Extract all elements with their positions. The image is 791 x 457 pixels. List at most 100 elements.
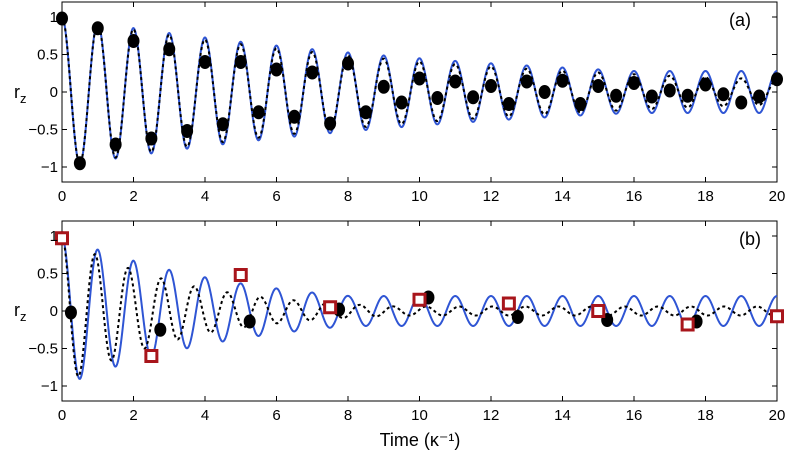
panel-b-square-marker: [233, 268, 248, 282]
panel-b-dot-marker: [511, 310, 524, 324]
panel-b-xtick-label: 6: [272, 407, 280, 424]
panel-a-xtick-label: 14: [554, 188, 571, 205]
panel-a-dot-marker: [359, 105, 372, 120]
panel-b-xtick-label: 20: [769, 407, 786, 424]
panel-a-dot-marker: [181, 124, 194, 138]
panel-a-label: (a): [729, 10, 751, 30]
panel-a-dot-marker: [109, 137, 122, 152]
panel-a-dot-marker: [413, 71, 426, 86]
panel-b-square-marker: [680, 317, 695, 332]
panel-a-dot-marker: [288, 109, 301, 124]
panel-a-dot-marker: [252, 105, 265, 120]
panel-a-dot-marker: [735, 95, 748, 110]
panel-b-xtick-label: 12: [483, 407, 500, 424]
panel-b-xtick-label: 2: [129, 407, 137, 424]
panel-a-dot-marker: [216, 117, 229, 132]
panel-b-xtick-label: 16: [626, 407, 643, 424]
panel-a-dot-marker: [449, 74, 462, 89]
panel-a-dot-marker: [663, 83, 676, 98]
panel-a-dot-marker: [234, 55, 247, 69]
panel-b-square-marker: [144, 349, 159, 363]
panel-a-xtick-label: 18: [697, 188, 714, 205]
panel-b-ytick-label: −1: [41, 378, 58, 395]
panel-a-dot-marker: [574, 97, 587, 111]
panel-b-dot-marker: [64, 305, 77, 320]
panel-b-dotted-curve: [61, 235, 778, 378]
panel-b-square-marker: [412, 292, 427, 307]
panel-a-dot-marker: [681, 88, 694, 103]
panel-a-dot-marker: [306, 65, 319, 80]
panel-a-dot-marker: [717, 87, 730, 102]
panel-a-xtick-label: 4: [201, 188, 209, 205]
panel-a-xtick-label: 12: [483, 188, 500, 205]
panel-b-xtick-label: 4: [201, 407, 209, 424]
panel-a-ytick-label: −1: [41, 159, 58, 176]
panel-b-dot-marker: [154, 322, 167, 337]
panel-b-xtick-label: 0: [58, 407, 66, 424]
panel-a-ylabel-sub: z: [20, 91, 27, 106]
panel-a-xtick-label: 2: [129, 188, 137, 205]
panel-a-dot-marker: [395, 95, 408, 110]
panel-a-dot-marker: [199, 55, 211, 69]
panel-b-ylabel-sub: z: [20, 309, 27, 324]
panel-a-dot-marker: [610, 88, 623, 103]
panel-a-ytick-label: 0.5: [37, 47, 58, 64]
panel-a-dot-marker: [645, 89, 658, 104]
x-axis-title: Time (κ⁻¹): [380, 430, 461, 450]
panel-a-dot-marker: [431, 91, 444, 105]
panel-b-xtick-label: 10: [411, 407, 428, 424]
panel-a-ytick-label: 0: [50, 84, 58, 101]
panel-a-dot-marker: [502, 97, 515, 111]
panel-a-dot-marker: [699, 77, 712, 92]
panel-a-dot-marker: [377, 79, 390, 94]
panel-a-dot-marker: [485, 79, 497, 93]
panel-a-dot-marker: [73, 156, 86, 171]
panel-a-ytick-label: −0.5: [28, 122, 58, 139]
panel-a-dot-marker: [771, 72, 783, 87]
panel-a-dot-marker: [753, 89, 766, 104]
panel-b-ylabel: rz: [14, 300, 27, 324]
panel-a-xtick-label: 16: [626, 188, 643, 205]
panel-a-dot-marker: [467, 90, 480, 105]
panel-b-ylabel-main: r: [14, 300, 20, 320]
panel-b-label: (b): [739, 229, 761, 249]
panel-a-dot-marker: [145, 131, 158, 146]
panel-b-ytick-label: 0.5: [37, 266, 58, 283]
panel-b-square-marker: [770, 309, 784, 324]
panel-a-dot-marker: [163, 42, 176, 57]
panel-b-ytick-label: −0.5: [28, 341, 58, 358]
panel-b: 0 2 4 6 8 10 12 14 16 18 20 1 0.5 0 −0.5 −1 (b) rz Time…: [14, 220, 786, 450]
panel-b-square-marker: [323, 300, 338, 315]
panel-b-square-marker: [55, 231, 69, 246]
panel-a-xtick-label: 6: [272, 188, 280, 205]
panel-a-dot-marker: [556, 73, 569, 88]
panel-a-xtick-label: 0: [58, 188, 66, 205]
panel-a-dot-marker: [324, 116, 337, 131]
panel-a-xtick-label: 20: [769, 188, 786, 205]
panel-b-ytick-label: 1: [50, 228, 58, 245]
panel-b-square-marker: [591, 304, 606, 318]
panel-b-xtick-label: 18: [697, 407, 714, 424]
panel-b-frame: [61, 220, 778, 402]
panel-b-ytick-label: 0: [50, 303, 58, 320]
panel-a-dot-marker: [628, 76, 640, 90]
panel-a: 0 2 4 6 8 10 12 14 16 18 20 1 0.5 0 −0.5 −1 (a) rz: [14, 1, 786, 205]
panel-a-dot-marker: [342, 56, 354, 71]
panel-a-dot-marker: [538, 85, 551, 99]
panel-b-square-marker: [501, 296, 516, 311]
panel-a-dot-marker: [127, 34, 140, 48]
panel-a-ylabel: rz: [14, 82, 27, 106]
panel-a-dot-marker: [520, 74, 533, 89]
panel-b-xtick-label: 8: [344, 407, 352, 424]
panel-a-dot-marker: [270, 62, 283, 77]
panel-a-dot-marker: [56, 11, 68, 26]
panel-b-xtick-label: 14: [554, 407, 571, 424]
panel-a-xtick-label: 10: [411, 188, 428, 205]
panel-a-dot-marker: [91, 21, 104, 36]
panel-a-dot-marker: [592, 79, 605, 93]
panel-a-ylabel-main: r: [14, 82, 20, 102]
panel-a-ytick-label: 1: [50, 9, 58, 26]
panel-a-xtick-label: 8: [344, 188, 352, 205]
panel-b-dot-marker: [243, 314, 256, 329]
